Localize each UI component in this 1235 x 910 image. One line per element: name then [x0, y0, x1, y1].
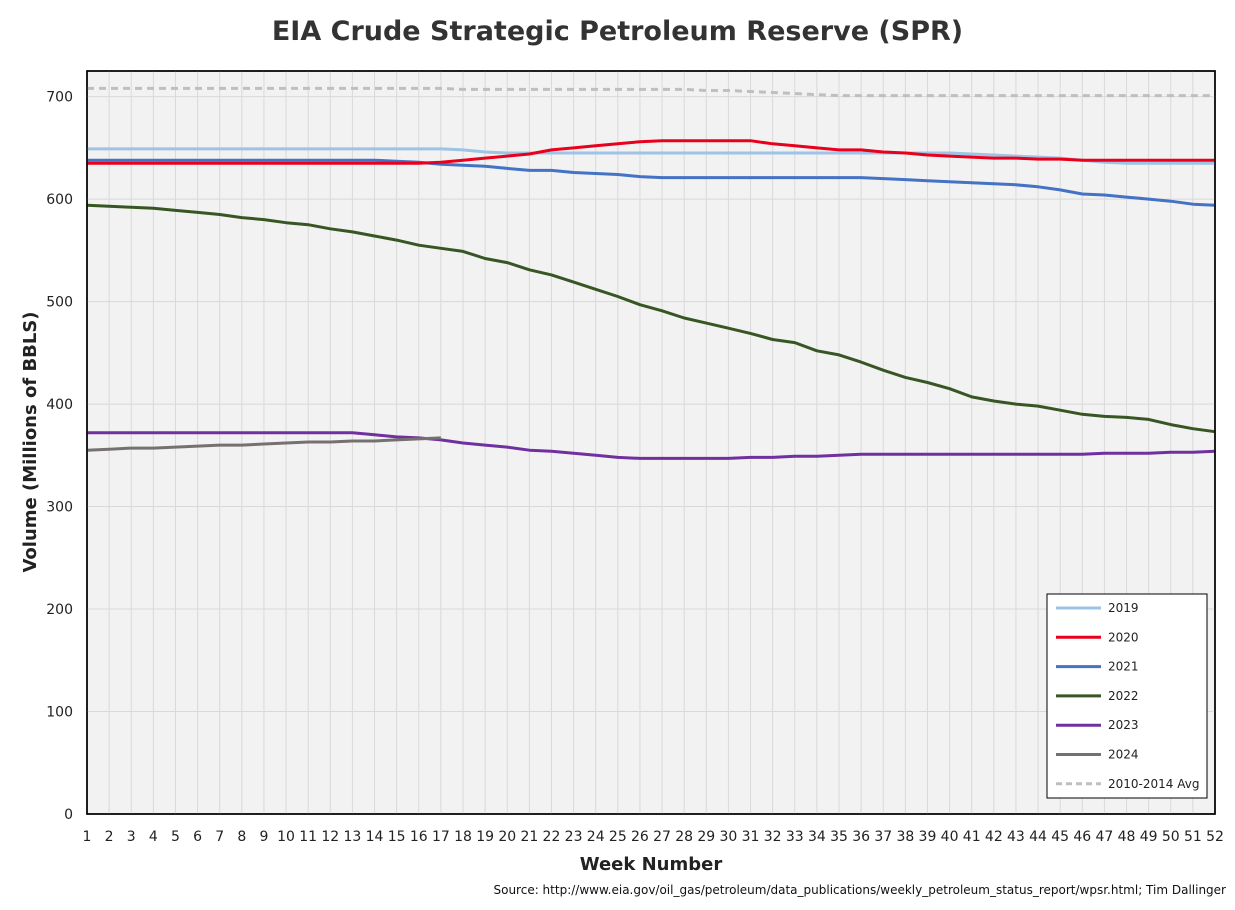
y-tick-label: 500	[46, 295, 73, 311]
series-line-2010-2014-avg	[87, 86, 1215, 98]
x-tick-label: 48	[1118, 829, 1136, 845]
x-tick-label: 35	[830, 829, 848, 845]
x-tick-label: 1	[83, 829, 92, 845]
plot-border	[86, 70, 1216, 815]
legend-label: 2020	[1108, 630, 1139, 644]
x-tick-label: 42	[985, 829, 1003, 845]
y-tick-label: 300	[46, 500, 73, 516]
chart-title: EIA Crude Strategic Petroleum Reserve (S…	[271, 16, 964, 47]
y-tick-label: 200	[46, 602, 73, 618]
x-tick-label: 26	[631, 829, 649, 845]
legend: 2019 2020 2021 2022 2023 2024 2010-2014 Avg	[1046, 593, 1208, 799]
source-note: Source: http://www.eia.gov/oil_gas/petro…	[493, 883, 1226, 897]
legend-label: 2021	[1108, 660, 1139, 674]
series-line-2020	[87, 139, 1215, 165]
x-tick-label: 22	[543, 829, 561, 845]
x-tick-label: 51	[1184, 829, 1202, 845]
legend-label: 2023	[1108, 718, 1139, 732]
y-tick-label: 600	[46, 192, 73, 208]
x-tick-label: 17	[432, 829, 450, 845]
legend-label: 2024	[1108, 748, 1139, 762]
x-tick-label: 44	[1029, 829, 1047, 845]
x-tick-label: 41	[963, 829, 981, 845]
x-tick-label: 13	[343, 829, 361, 845]
x-tick-label: 12	[321, 829, 339, 845]
x-tick-label: 32	[764, 829, 782, 845]
x-tick-label: 15	[388, 829, 406, 845]
x-tick-label: 24	[587, 829, 605, 845]
series-lines	[86, 86, 1216, 460]
x-tick-label: 37	[874, 829, 892, 845]
x-tick-label: 3	[127, 829, 136, 845]
series-line-2024	[86, 436, 441, 452]
x-tick-label: 46	[1073, 829, 1091, 845]
x-axis-title: Week Number	[580, 854, 723, 875]
x-tick-label: 30	[719, 829, 737, 845]
x-tick-label: 2	[105, 829, 114, 845]
x-tick-label: 50	[1162, 829, 1180, 845]
x-tick-label: 49	[1140, 829, 1158, 845]
x-tick-label: 6	[193, 829, 202, 845]
y-tick-label: 100	[46, 705, 73, 721]
x-tick-label: 27	[653, 829, 671, 845]
legend-label: 2010-2014 Avg	[1108, 777, 1199, 791]
x-tick-labels: 1 2 3 4 5 6 7 8 9 10 11 12 13 14 15 16 17 18 19 20 21 22 23 24 2…	[83, 829, 1224, 845]
x-tick-label: 52	[1206, 829, 1224, 845]
x-tick-label: 36	[852, 829, 870, 845]
x-tick-label: 5	[171, 829, 180, 845]
y-tick-labels: 0 100 200 300 400 500 600 700	[46, 90, 73, 823]
x-tick-label: 45	[1051, 829, 1069, 845]
x-tick-label: 10	[277, 829, 295, 845]
x-tick-label: 25	[609, 829, 627, 845]
series-line-2019	[87, 147, 1215, 165]
x-tick-label: 20	[498, 829, 516, 845]
y-tick-label: 0	[64, 807, 73, 823]
x-tick-label: 9	[259, 829, 268, 845]
x-tick-label: 38	[896, 829, 914, 845]
x-tick-label: 16	[410, 829, 428, 845]
x-tick-label: 31	[742, 829, 760, 845]
x-tick-label: 34	[808, 829, 826, 845]
legend-label: 2022	[1108, 689, 1139, 703]
x-tick-label: 8	[237, 829, 246, 845]
legend-label: 2019	[1108, 601, 1139, 615]
x-tick-label: 7	[215, 829, 224, 845]
x-tick-label: 19	[476, 829, 494, 845]
x-tick-label: 43	[1007, 829, 1025, 845]
y-tick-label: 400	[46, 397, 73, 413]
x-tick-label: 21	[520, 829, 538, 845]
plot-area	[86, 70, 1216, 815]
x-tick-label: 28	[675, 829, 693, 845]
series-line-2023	[87, 431, 1216, 460]
x-tick-label: 14	[366, 829, 384, 845]
x-tick-label: 11	[299, 829, 317, 845]
x-tick-label: 4	[149, 829, 158, 845]
x-tick-label: 23	[565, 829, 583, 845]
x-tick-label: 40	[941, 829, 959, 845]
series-line-2022	[86, 203, 1216, 434]
y-axis-title: Volume (Millions of BBLS)	[20, 311, 41, 572]
x-tick-label: 39	[919, 829, 937, 845]
series-line-2021	[87, 158, 1216, 207]
y-tick-label: 700	[46, 90, 73, 106]
x-tick-label: 33	[786, 829, 804, 845]
x-tick-label: 29	[697, 829, 715, 845]
x-tick-label: 47	[1095, 829, 1113, 845]
x-tick-label: 18	[454, 829, 472, 845]
